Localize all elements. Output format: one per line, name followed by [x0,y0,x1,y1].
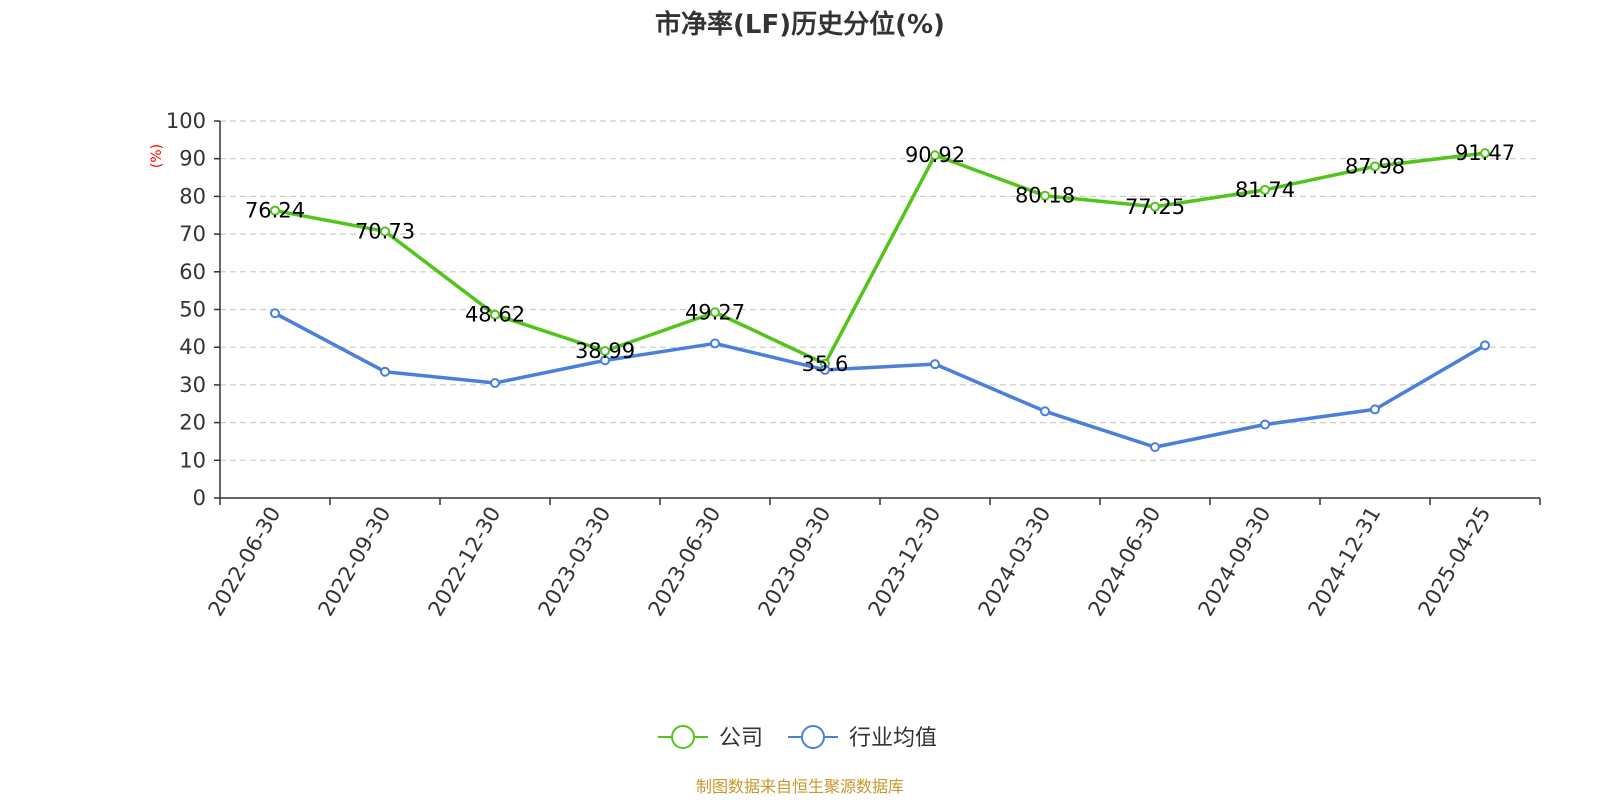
legend-label: 行业均值 [849,726,937,751]
data-point[interactable] [490,378,500,389]
data-point[interactable] [710,307,720,318]
y-tick-label: 40 [179,335,206,359]
data-point[interactable] [1260,419,1270,430]
data-point[interactable] [490,309,500,320]
data-label: 38.99 [575,339,635,363]
x-tick-label: 2024-09-30 [1194,503,1276,621]
data-point[interactable] [1480,340,1490,351]
data-label: 77.25 [1125,195,1185,219]
data-point[interactable] [600,355,610,366]
data-label: 48.62 [465,303,525,327]
y-tick-label: 20 [179,411,206,435]
x-tick-label: 2024-06-30 [1084,503,1166,621]
data-point[interactable] [380,226,390,237]
data-label: 81.74 [1235,178,1295,202]
data-point[interactable] [1040,190,1050,201]
y-tick-label: 0 [193,486,206,510]
data-point[interactable] [930,359,940,370]
data-source-note: 制图数据来自恒生聚源数据库 [696,777,904,796]
y-tick-label: 70 [179,222,206,246]
x-tick-label: 2022-06-30 [204,503,286,621]
data-point[interactable] [270,308,280,319]
data-point[interactable] [1370,404,1380,415]
y-tick-label: 60 [179,260,206,284]
data-point[interactable] [1370,161,1380,172]
legend-marker [801,725,825,749]
data-label: 87.98 [1345,154,1405,178]
chart-title: 市净率(LF)历史分位(%) [655,9,945,40]
legend-item-1[interactable]: 公司 [658,725,763,751]
data-point[interactable] [1040,406,1050,417]
data-label: 76.24 [245,199,305,223]
data-point[interactable] [1150,442,1160,453]
x-tick-label: 2025-04-25 [1414,503,1496,621]
data-point[interactable] [1150,201,1160,212]
series-line-1 [274,151,1486,366]
x-tick-label: 2024-12-31 [1304,503,1386,621]
y-tick-label: 10 [179,448,206,472]
legend-marker [671,725,695,749]
data-label: 80.18 [1015,184,1075,208]
data-point[interactable] [1260,184,1270,195]
data-label: 49.27 [685,300,745,324]
x-tick-label: 2024-03-30 [974,503,1056,621]
legend-item-2[interactable]: 行业均值 [788,725,937,751]
x-tick-label: 2023-06-30 [644,503,726,621]
data-point[interactable] [380,366,390,377]
series-line-2 [274,311,1486,449]
data-point[interactable] [270,205,280,216]
data-point[interactable] [1480,148,1490,159]
data-point[interactable] [930,150,940,161]
legend[interactable]: 公司 行业均值 [658,725,937,751]
data-point[interactable] [710,338,720,349]
x-tick-label: 2022-09-30 [314,503,396,621]
x-tick-label: 2023-12-30 [864,503,946,621]
series-group: 76.24 70.73 48.62 38.99 49.27 35.6 90.92 80.18 7… [245,141,1515,453]
data-point[interactable] [820,364,830,375]
data-label: 35.6 [802,352,849,376]
data-label: 91.47 [1455,141,1515,165]
data-label: 70.73 [355,219,415,243]
y-tick-label: 50 [179,298,206,322]
y-tick-label: 30 [179,373,206,397]
data-label: 90.92 [905,143,965,167]
y-tick-label: 80 [179,184,206,208]
y-tick-label: 90 [179,147,206,171]
data-point[interactable] [600,346,610,357]
x-tick-label: 2022-12-30 [424,503,506,621]
y-tick-label: 100 [166,109,206,133]
x-tick-label: 2023-09-30 [754,503,836,621]
x-tick-label: 2023-03-30 [534,503,616,621]
y-axis-label: (%) [149,144,165,168]
legend-label: 公司 [719,726,763,751]
